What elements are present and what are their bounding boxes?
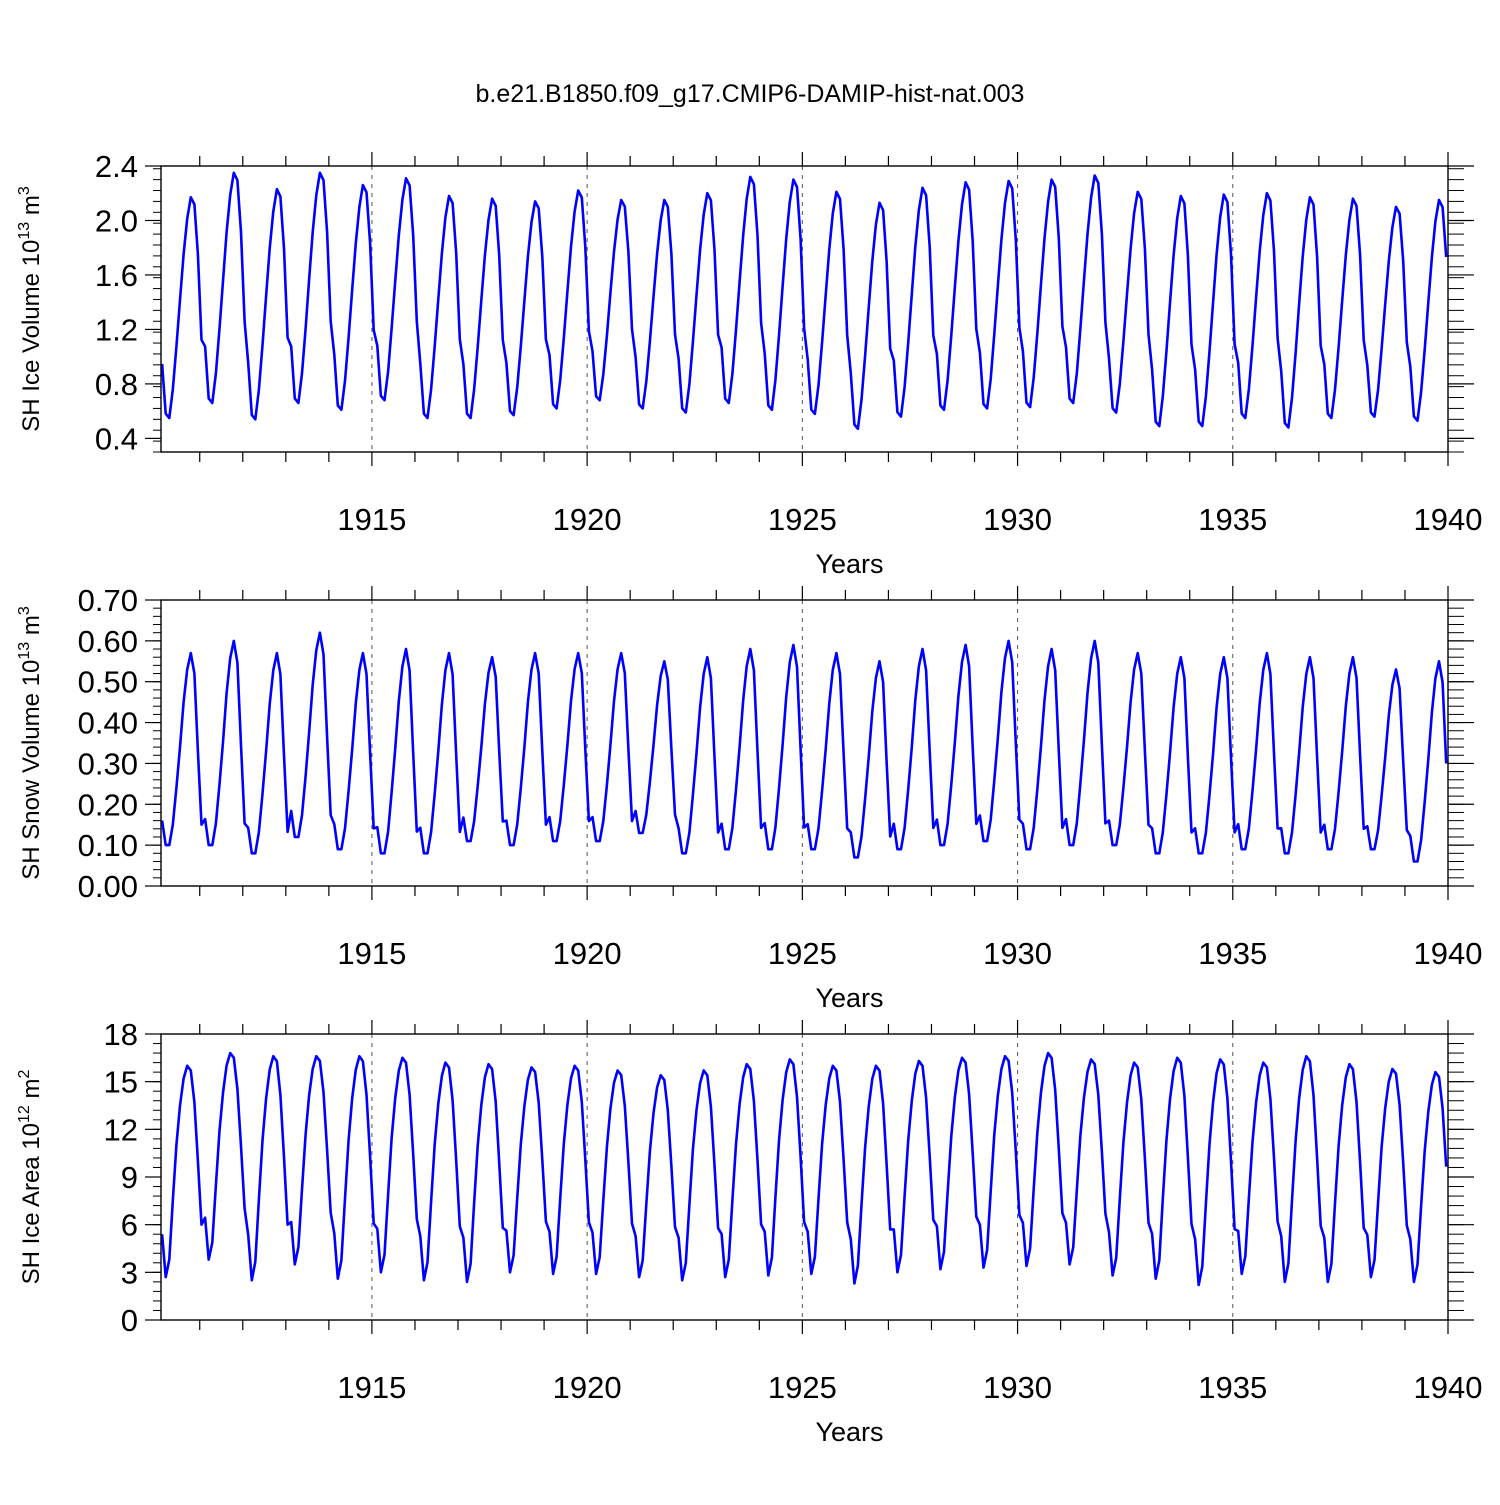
plot-frame <box>160 599 1449 887</box>
y-axis-title-part: SH Snow Volume 10 <box>18 660 45 880</box>
y-tick-label: 6 <box>121 1208 138 1243</box>
y-axis-title-superscript: 3 <box>16 186 33 195</box>
x-tick-label: 1925 <box>768 936 837 971</box>
y-tick-label: 0.40 <box>78 706 138 741</box>
x-tick-label: 1915 <box>337 1370 406 1405</box>
x-axis-title: Years <box>815 1417 883 1447</box>
y-tick-label: 2.0 <box>95 203 138 238</box>
y-tick-label: 0.4 <box>95 421 138 456</box>
plot-frame <box>160 165 1449 453</box>
x-tick-label: 1935 <box>1198 1370 1267 1405</box>
y-tick-label: 12 <box>104 1112 138 1147</box>
x-tick-label: 1925 <box>768 502 837 537</box>
x-tick-label: 1930 <box>983 936 1052 971</box>
y-axis-title-part: m <box>18 195 45 222</box>
y-tick-label: 2.4 <box>95 149 138 184</box>
x-tick-label: 1940 <box>1414 1370 1483 1405</box>
y-tick-label: 18 <box>104 1017 138 1052</box>
series-line-3 <box>160 1051 1448 1287</box>
x-tick-label: 1930 <box>983 502 1052 537</box>
y-tick-label: 1.2 <box>95 312 138 347</box>
series-line-2 <box>160 631 1448 863</box>
y-tick-label: 9 <box>121 1160 138 1195</box>
y-axis-title: SH Snow Volume 1013 m3 <box>16 606 45 880</box>
x-axis-title: Years <box>815 549 883 579</box>
y-axis-title-part: SH Ice Volume 10 <box>18 240 45 432</box>
y-tick-label: 0.60 <box>78 624 138 659</box>
x-tick-label: 1925 <box>768 1370 837 1405</box>
x-tick-label: 1920 <box>553 936 622 971</box>
y-tick-label: 0.20 <box>78 787 138 822</box>
y-tick-label: 0.10 <box>78 828 138 863</box>
y-axis-title-superscript: 3 <box>16 606 33 615</box>
y-axis-title-superscript: 13 <box>16 222 33 240</box>
y-tick-label: 15 <box>104 1065 138 1100</box>
panel-2: 1915 1920 1925 1930 1935 1940 0.00 0.10 0.20 0.30… <box>16 583 1482 1013</box>
y-tick-label: 0.00 <box>78 869 138 904</box>
x-tick-label: 1940 <box>1414 502 1483 537</box>
x-tick-label: 1920 <box>553 1370 622 1405</box>
y-tick-label: 0 <box>121 1303 138 1338</box>
y-axis-title-part: SH Ice Area 10 <box>18 1123 45 1284</box>
x-tick-label: 1940 <box>1414 936 1483 971</box>
y-tick-label: 0.8 <box>95 367 138 402</box>
panel-3: 1915 1920 1925 1930 1935 1940 0 3 6 9 12 15 18 Years S… <box>16 1017 1482 1447</box>
x-tick-label: 1915 <box>337 502 406 537</box>
y-axis-title-part: m <box>18 1079 45 1106</box>
x-tick-label: 1915 <box>337 936 406 971</box>
y-tick-label: 1.6 <box>95 258 138 293</box>
y-axis-title: SH Ice Area 1012 m2 <box>16 1070 45 1285</box>
x-tick-label: 1930 <box>983 1370 1052 1405</box>
x-tick-label: 1935 <box>1198 936 1267 971</box>
y-axis-title: SH Ice Volume 1013 m3 <box>16 186 45 432</box>
x-axis-title: Years <box>815 983 883 1013</box>
x-tick-label: 1935 <box>1198 502 1267 537</box>
y-tick-label: 3 <box>121 1255 138 1290</box>
y-axis-title-superscript: 13 <box>16 642 33 660</box>
y-axis-title-superscript: 2 <box>16 1070 33 1079</box>
y-tick-label: 0.30 <box>78 746 138 781</box>
y-axis-title-part: m <box>18 615 45 642</box>
y-tick-label: 0.70 <box>78 583 138 618</box>
y-tick-label: 0.50 <box>78 665 138 700</box>
y-axis-title-superscript: 12 <box>16 1105 33 1123</box>
series-line-1 <box>160 171 1448 431</box>
figure-title: b.e21.B1850.f09_g17.CMIP6-DAMIP-hist-nat… <box>476 80 1025 108</box>
panel-1: 1915 1920 1925 1930 1935 1940 0.4 0.8 1.2 1.6 2.0 2… <box>16 149 1482 579</box>
x-tick-label: 1920 <box>553 502 622 537</box>
